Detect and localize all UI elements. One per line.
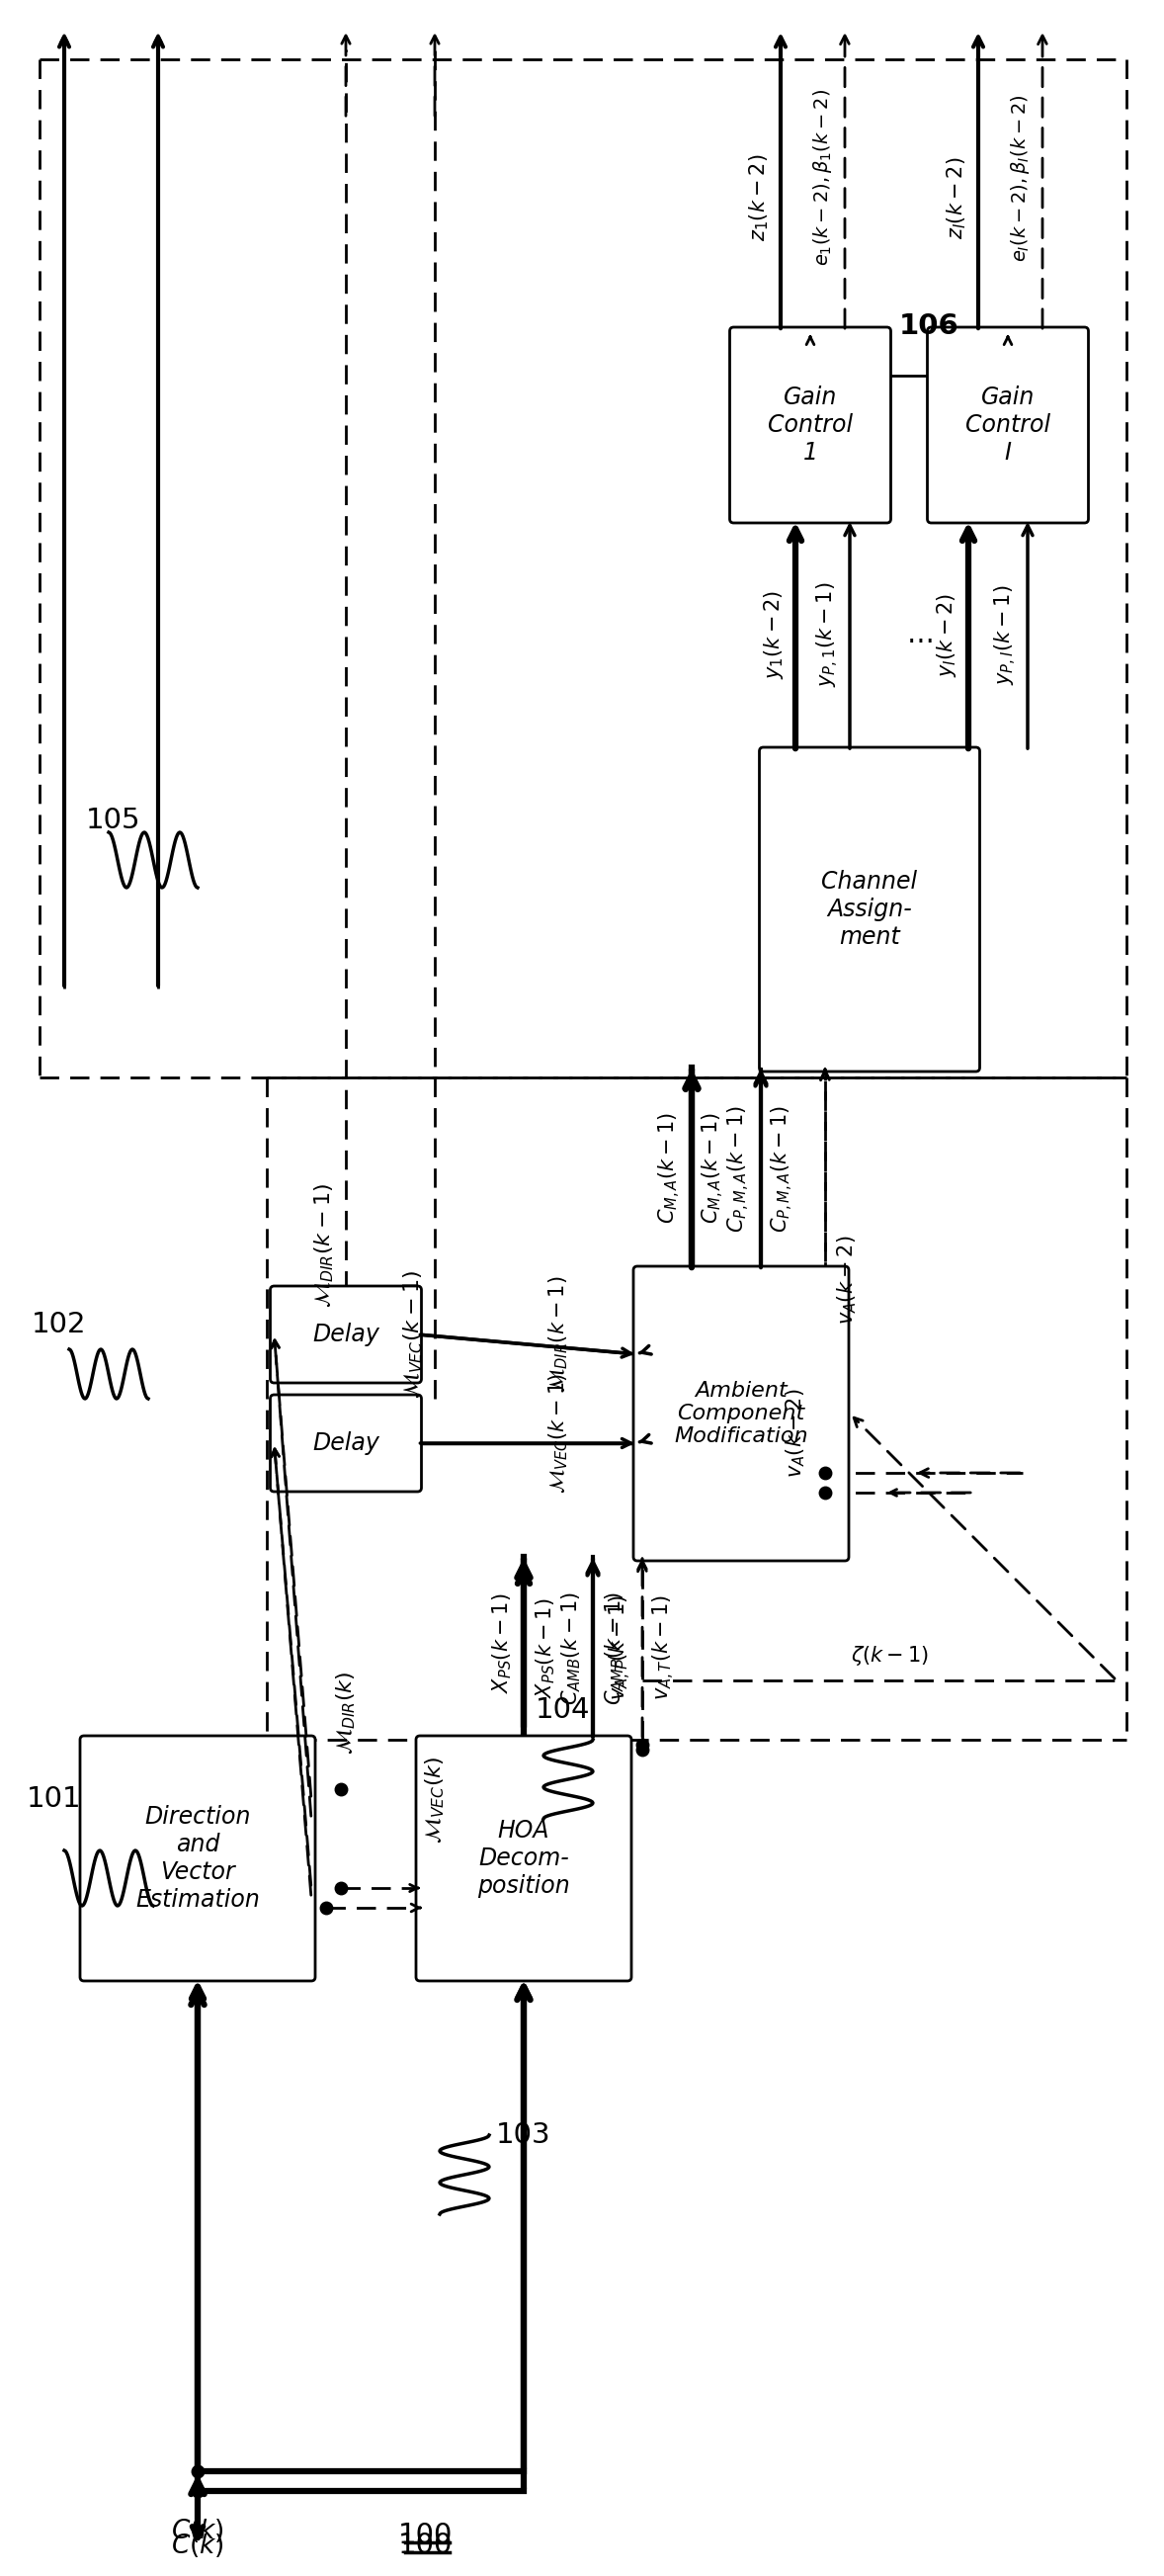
Text: 106: 106	[899, 312, 959, 340]
Text: $X_{PS}(k-1)$: $X_{PS}(k-1)$	[534, 1597, 558, 1698]
FancyBboxPatch shape	[759, 747, 980, 1072]
Text: Gain
Control
1: Gain Control 1	[768, 386, 853, 464]
Text: 104: 104	[535, 1695, 590, 1723]
Text: $X_{PS}(k-1)$: $X_{PS}(k-1)$	[490, 1592, 513, 1692]
Text: Channel
Assign-
ment: Channel Assign- ment	[822, 871, 917, 948]
Text: $\mathcal{M}_{DIR}(k-1)$: $\mathcal{M}_{DIR}(k-1)$	[312, 1182, 335, 1309]
FancyBboxPatch shape	[416, 1736, 631, 1981]
Text: $\mathcal{M}_{VEC}(k-1)$: $\mathcal{M}_{VEC}(k-1)$	[402, 1270, 425, 1399]
Text: Delay: Delay	[312, 1321, 379, 1347]
Text: $C_{P,M,A}(k-1)$: $C_{P,M,A}(k-1)$	[769, 1105, 795, 1231]
FancyBboxPatch shape	[270, 1394, 421, 1492]
Text: $e_I(k-2),\beta_I(k-2)$: $e_I(k-2),\beta_I(k-2)$	[1009, 95, 1032, 263]
Text: $y_I(k-2)$: $y_I(k-2)$	[935, 592, 958, 677]
Text: $C_{AMB}(k-1)$: $C_{AMB}(k-1)$	[603, 1592, 626, 1705]
Text: $C_{P,M,A}(k-1)$: $C_{P,M,A}(k-1)$	[726, 1105, 752, 1231]
FancyBboxPatch shape	[80, 1736, 315, 1981]
Text: $\mathcal{M}_{DIR}(k)$: $\mathcal{M}_{DIR}(k)$	[334, 1672, 357, 1754]
Text: 101: 101	[27, 1785, 81, 1814]
FancyBboxPatch shape	[633, 1267, 849, 1561]
Text: $\zeta(k-1)$: $\zeta(k-1)$	[851, 1643, 929, 1667]
Text: Ambient
Component
Modification: Ambient Component Modification	[674, 1381, 808, 1445]
FancyBboxPatch shape	[730, 327, 890, 523]
Text: 100: 100	[398, 2532, 453, 2558]
Text: $y_{P,I}(k-1)$: $y_{P,I}(k-1)$	[993, 585, 1018, 685]
Text: $v_A(k-2)$: $v_A(k-2)$	[835, 1236, 859, 1324]
Text: $\mathcal{M}_{DIR}(k-1)$: $\mathcal{M}_{DIR}(k-1)$	[547, 1275, 570, 1394]
Text: $\ldots$: $\ldots$	[906, 621, 932, 649]
Text: $e_1(k-2),\beta_1(k-2)$: $e_1(k-2),\beta_1(k-2)$	[811, 90, 835, 265]
Text: Direction
and
Vector
Estimation: Direction and Vector Estimation	[135, 1806, 260, 1911]
Text: $C_{M,A}(k-1)$: $C_{M,A}(k-1)$	[656, 1113, 683, 1224]
Text: Delay: Delay	[312, 1432, 379, 1455]
Text: 105: 105	[86, 806, 141, 835]
Text: 100: 100	[398, 2522, 453, 2550]
Text: $v_{A,T}(k-1)$: $v_{A,T}(k-1)$	[608, 1595, 633, 1700]
Text: $y_{P,1}(k-1)$: $y_{P,1}(k-1)$	[815, 582, 840, 688]
Text: 102: 102	[31, 1311, 86, 1340]
Text: $C_{AMB}(k-1)$: $C_{AMB}(k-1)$	[560, 1592, 583, 1705]
Text: $\mathcal{M}_{VEC}(k-1)$: $\mathcal{M}_{VEC}(k-1)$	[547, 1373, 570, 1494]
Text: $C(k)$: $C(k)$	[171, 2532, 225, 2558]
Text: Gain
Control
I: Gain Control I	[965, 386, 1050, 464]
Text: $z_1(k-2)$: $z_1(k-2)$	[747, 155, 771, 242]
Text: $v_A(k-2)$: $v_A(k-2)$	[783, 1388, 807, 1479]
Text: $\mathcal{M}_{VEC}(k)$: $\mathcal{M}_{VEC}(k)$	[423, 1757, 447, 1844]
Text: $y_1(k-2)$: $y_1(k-2)$	[761, 590, 786, 680]
FancyBboxPatch shape	[270, 1285, 421, 1383]
Text: $C_{M,A}(k-1)$: $C_{M,A}(k-1)$	[701, 1113, 726, 1224]
Text: $z_I(k-2)$: $z_I(k-2)$	[945, 157, 968, 240]
Text: HOA
Decom-
position: HOA Decom- position	[477, 1819, 570, 1899]
Text: $v_{A,T}(k-1)$: $v_{A,T}(k-1)$	[651, 1595, 677, 1700]
FancyBboxPatch shape	[928, 327, 1088, 523]
Text: 103: 103	[496, 2120, 552, 2148]
Text: $C(k)$: $C(k)$	[171, 2517, 225, 2545]
